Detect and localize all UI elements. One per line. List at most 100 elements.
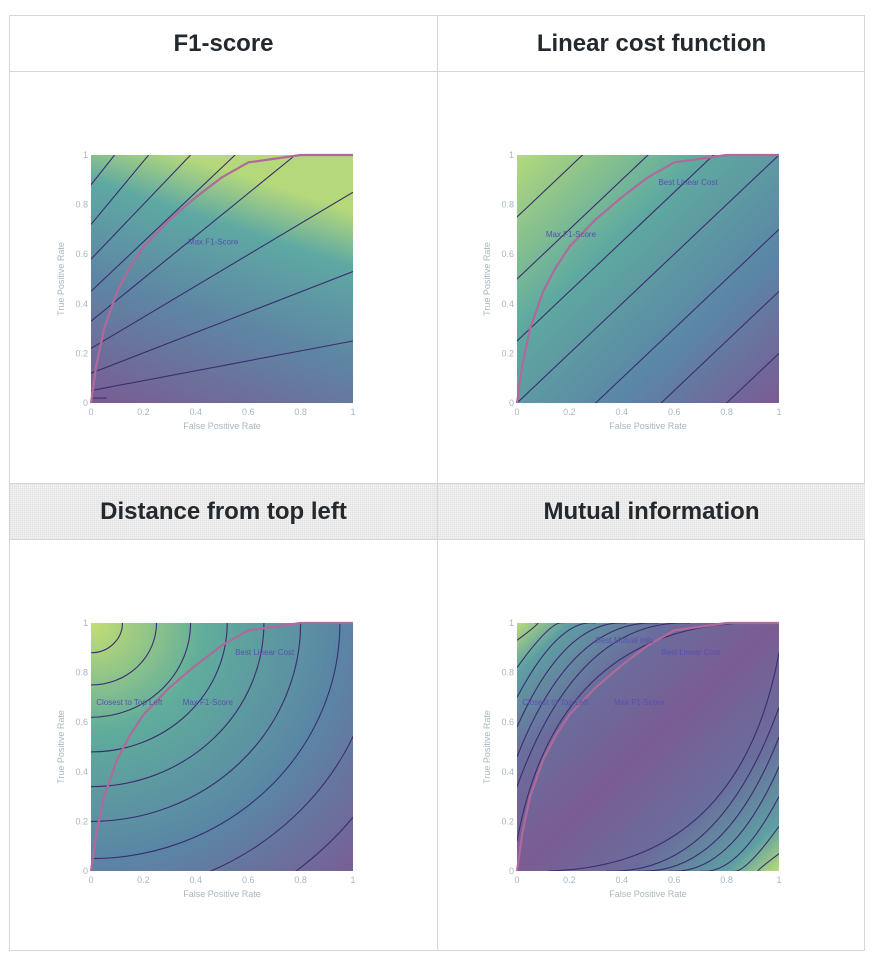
contour-line <box>731 826 779 871</box>
annotation-label: Closest to Top Left <box>96 698 163 707</box>
x-tick-label: 0 <box>88 875 93 885</box>
y-tick-label: 0.4 <box>75 767 88 777</box>
roc-curve <box>89 153 353 404</box>
x-tick-label: 0 <box>514 875 519 885</box>
x-tick-label: 0.2 <box>137 875 150 885</box>
x-axis-label: False Positive Rate <box>183 421 261 431</box>
x-tick-label: 0.4 <box>616 875 629 885</box>
x-tick-label: 0.8 <box>720 407 733 417</box>
y-axis-label: True Positive Rate <box>56 710 66 784</box>
y-tick-label: 1 <box>83 618 88 628</box>
y-tick-label: 0.2 <box>501 816 514 826</box>
x-tick-label: 0.6 <box>668 875 681 885</box>
y-tick-label: 0 <box>83 866 88 876</box>
annotation-label: Best Linear Cost <box>235 648 295 657</box>
y-tick-label: 1 <box>509 618 514 628</box>
contour-line <box>517 623 565 668</box>
y-axis-label: True Positive Rate <box>482 242 492 316</box>
x-axis-label: False Positive Rate <box>609 421 687 431</box>
row-divider <box>10 71 864 72</box>
annotation-label: Best Mutual Info <box>596 636 654 645</box>
y-tick-label: 0.4 <box>75 299 88 309</box>
panel-header-distance: Distance from top left <box>10 484 437 539</box>
contour-line <box>517 155 715 342</box>
x-tick-label: 0.8 <box>720 875 733 885</box>
y-tick-label: 0.8 <box>75 668 88 678</box>
y-tick-label: 0.4 <box>501 299 514 309</box>
y-tick-label: 0.8 <box>75 200 88 210</box>
roc-curve <box>515 621 779 872</box>
contour-line <box>517 623 748 842</box>
annotation-label: Max F1-Score <box>183 698 234 707</box>
contour-line <box>725 352 779 403</box>
panel-header-mutual-info: Mutual information <box>438 484 865 539</box>
contour-line <box>700 796 779 871</box>
contour-line <box>548 652 779 871</box>
y-tick-label: 0.2 <box>75 816 88 826</box>
contour-line <box>757 853 779 871</box>
x-tick-label: 0.6 <box>668 407 681 417</box>
y-axis-label: True Positive Rate <box>56 242 66 316</box>
f1-score-plot: Max F1-Score 00 0.2 0.2 0.4 0.4 0.6 0.6 0.8 0.8 1 1… <box>56 150 356 431</box>
y-tick-label: 0.6 <box>501 717 514 727</box>
x-tick-label: 0.2 <box>137 407 150 417</box>
y-tick-label: 1 <box>83 150 88 160</box>
y-tick-label: 0.8 <box>501 668 514 678</box>
contour-line <box>91 155 150 225</box>
x-tick-label: 0 <box>514 407 519 417</box>
contour-line <box>91 155 191 260</box>
x-tick-label: 1 <box>350 875 355 885</box>
annotation-label: Best Linear Cost <box>658 178 718 187</box>
contour-line <box>517 623 659 758</box>
contour-line <box>660 290 779 403</box>
x-tick-label: 0.4 <box>190 407 203 417</box>
roc-curve <box>515 153 779 404</box>
annotation-label: Best Linear Cost <box>661 648 721 657</box>
linear-cost-plot: Max F1-Score Best Linear Cost 00 0.2 0.2 0.4 0… <box>482 150 782 431</box>
contour-line <box>637 736 779 871</box>
contour-line <box>517 623 596 698</box>
contour-line <box>606 707 779 871</box>
y-tick-label: 0.8 <box>501 200 514 210</box>
contour-line <box>91 271 353 374</box>
contour-line <box>91 191 353 349</box>
contour-line <box>91 155 116 186</box>
heatmap-background <box>91 155 353 403</box>
y-tick-label: 0 <box>509 866 514 876</box>
y-tick-label: 0.6 <box>75 717 88 727</box>
x-tick-label: 1 <box>350 407 355 417</box>
annotation-label: Max F1-Score <box>188 237 239 246</box>
contour-line <box>517 623 690 787</box>
comparison-table: F1-score Linear cost function Distance f… <box>9 15 865 951</box>
contour-line <box>91 155 296 322</box>
contour-line <box>668 766 779 871</box>
x-tick-label: 0.6 <box>242 875 255 885</box>
row-divider <box>10 483 864 484</box>
heatmap-background <box>517 623 779 871</box>
y-tick-label: 0.2 <box>75 348 88 358</box>
contour-line <box>91 340 353 392</box>
x-tick-label: 1 <box>776 407 781 417</box>
contour-line <box>517 155 779 403</box>
x-axis-label: False Positive Rate <box>609 889 687 899</box>
y-tick-label: 0.4 <box>501 767 514 777</box>
x-tick-label: 0.2 <box>563 875 576 885</box>
y-tick-label: 0 <box>509 398 514 408</box>
y-tick-label: 0.6 <box>501 249 514 259</box>
x-tick-label: 0.6 <box>242 407 255 417</box>
y-tick-label: 0 <box>83 398 88 408</box>
x-tick-label: 0.4 <box>190 875 203 885</box>
annotation-label: Max F1-Score <box>614 698 665 707</box>
panel-header-linear-cost: Linear cost function <box>536 29 767 57</box>
x-tick-label: 0.8 <box>294 875 307 885</box>
y-tick-label: 0.6 <box>75 249 88 259</box>
x-axis-label: False Positive Rate <box>183 889 261 899</box>
x-tick-label: 0.4 <box>616 407 629 417</box>
panel-header-f1: F1-score <box>173 29 274 57</box>
mutual-information-plot: Best Mutual Info Best Linear Cost Closest … <box>482 618 782 899</box>
contour-line <box>517 155 584 218</box>
y-axis-label: True Positive Rate <box>482 710 492 784</box>
x-tick-label: 0.8 <box>294 407 307 417</box>
y-tick-label: 1 <box>509 150 514 160</box>
contour-line <box>517 623 539 641</box>
